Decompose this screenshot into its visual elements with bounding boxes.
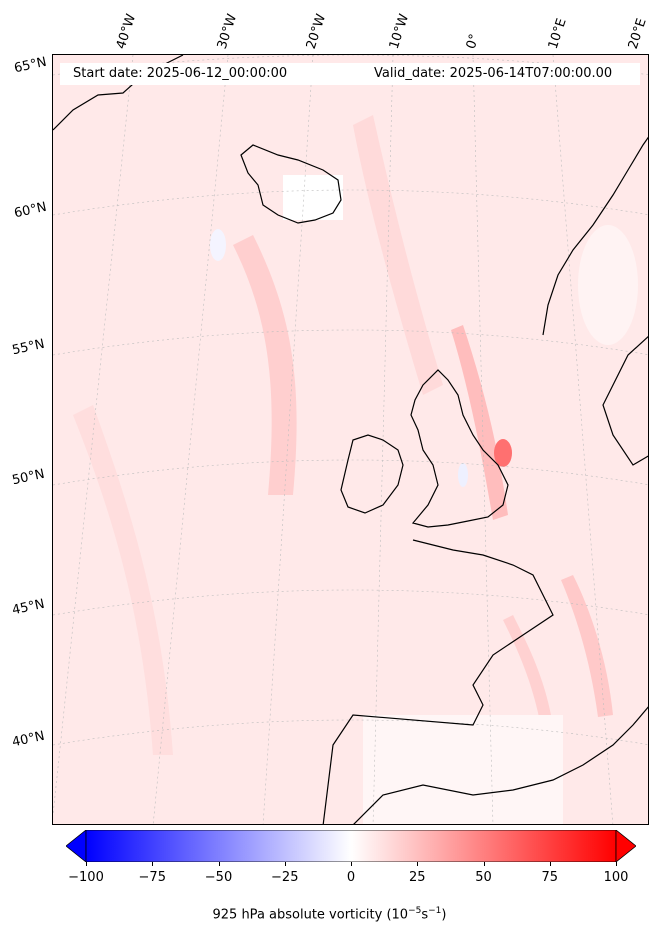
low-vorticity-area	[363, 715, 563, 824]
colorbar-tick-mark	[549, 862, 551, 866]
vorticity-band	[233, 235, 297, 495]
colorbar-svg	[65, 829, 637, 863]
colorbar-tick-label: −50	[204, 870, 233, 885]
norway-coast	[542, 136, 648, 336]
lat-label: 65°N	[12, 54, 48, 77]
colorbar-min-extend	[65, 829, 87, 863]
lon-label: 0°	[463, 32, 483, 51]
negative-vorticity-spot	[210, 229, 226, 261]
colorbar-gradient	[85, 829, 617, 863]
valid-date-label: Valid_date: 2025-06-14T07:00:00.00	[374, 66, 613, 81]
colorbar-tick-label: 75	[541, 870, 559, 885]
lat-label: 50°N	[10, 466, 46, 489]
scandinavia-coast	[602, 336, 648, 466]
negative-vorticity-spot	[458, 463, 468, 487]
france-spain-coast	[322, 539, 554, 824]
colorbar-tick-label: 100	[603, 870, 629, 885]
colorbar-tick-mark	[616, 862, 617, 866]
iberia-south-coast	[353, 706, 648, 824]
colorbar-tick-mark	[483, 862, 485, 866]
colorbar-tick-mark	[152, 862, 154, 866]
vorticity-band	[451, 325, 508, 520]
start-date-label: Start date: 2025-06-12_00:00:00	[73, 66, 288, 81]
vorticity-band	[353, 115, 443, 395]
colorbar-label: 925 hPa absolute vorticity (10−5s−1)	[212, 906, 447, 923]
colorbar-tick-mark	[218, 862, 220, 866]
lat-label: 60°N	[12, 199, 48, 222]
britain-coast	[410, 369, 509, 528]
vorticity-field	[53, 55, 648, 824]
lat-label: 45°N	[10, 596, 46, 619]
iceland-coast	[240, 144, 342, 224]
colorbar-tick-label: −75	[138, 870, 166, 885]
lon-label: 10°E	[545, 16, 570, 51]
negative-vorticity-spot	[578, 225, 638, 345]
colorbar-tick-mark	[351, 862, 352, 866]
lon-label: 10°W	[386, 12, 413, 51]
colorbar-tick-label: 25	[408, 870, 426, 885]
lon-label: 40°W	[113, 12, 140, 51]
colorbar-tick-mark	[417, 862, 419, 866]
map-panel	[52, 54, 649, 825]
lon-label: 20°E	[625, 16, 650, 51]
colorbar-tick-label: −100	[68, 870, 104, 885]
colorbar-tick-label: −25	[271, 870, 299, 885]
colorbar-max-extend	[615, 829, 637, 863]
colorbar-tick-mark	[86, 862, 87, 866]
low-vorticity-area	[283, 175, 343, 220]
colorbar-tick-label: 0	[346, 870, 356, 885]
lat-label: 40°N	[10, 728, 46, 751]
colorbar-tick-label: 50	[475, 870, 492, 885]
lon-label: 30°W	[214, 12, 241, 51]
ireland-coast	[340, 434, 404, 514]
vorticity-max	[494, 439, 512, 467]
lon-label: 20°W	[303, 12, 330, 51]
header-backdrop	[60, 63, 640, 85]
colorbar-tick-mark	[284, 862, 286, 866]
lat-label: 55°N	[10, 336, 46, 359]
vorticity-band	[561, 575, 613, 717]
vorticity-band	[73, 405, 173, 755]
colorbar	[65, 829, 637, 863]
